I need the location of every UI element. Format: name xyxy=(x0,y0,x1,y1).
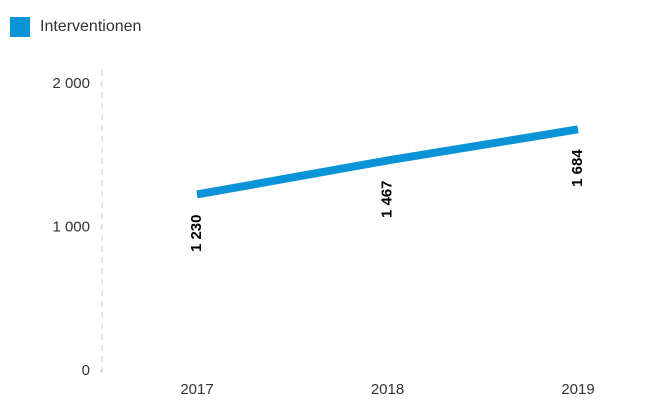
data-label: 1 467 xyxy=(378,180,395,218)
legend-swatch xyxy=(10,17,30,37)
x-tick-label: 2018 xyxy=(371,381,404,398)
legend-label: Interventionen xyxy=(40,18,141,35)
y-tick-label: 1 000 xyxy=(52,218,90,235)
y-tick-label: 2 000 xyxy=(52,75,90,92)
line xyxy=(196,125,579,199)
data-label: 1 230 xyxy=(188,214,205,252)
y-tick-label: 0 xyxy=(82,362,90,379)
data-label: 1 684 xyxy=(569,149,586,187)
x-tick-label: 2019 xyxy=(561,381,594,398)
x-tick-label: 2017 xyxy=(180,381,213,398)
